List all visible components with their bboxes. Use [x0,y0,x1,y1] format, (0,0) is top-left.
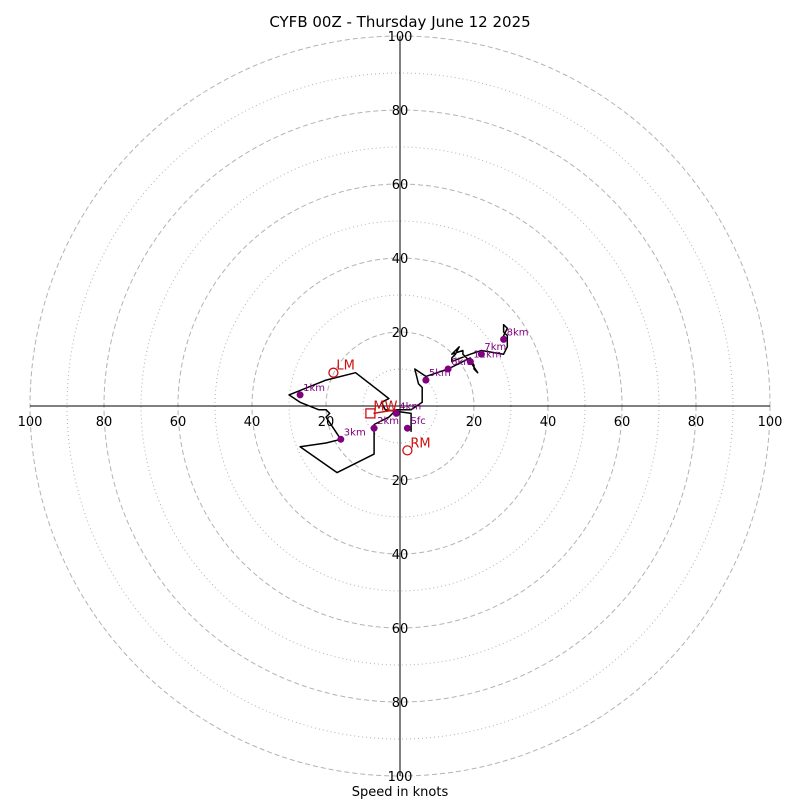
height-label: 11km [473,350,501,361]
height-marker-11km [466,358,474,366]
x-tick-label: 100 [758,415,783,430]
x-tick-label: 40 [540,415,557,430]
x-tick-label: 60 [170,415,187,430]
x-tick-label: 20 [466,415,483,430]
x-tick-label: 100 [18,415,43,430]
height-label: 5km [429,368,451,379]
hodograph-trace [288,323,509,474]
storm-motion-rm-marker [402,445,413,456]
height-label: 3km [344,427,366,438]
height-marker-1km [296,391,304,399]
x-axis-label: Speed in knots [352,785,449,800]
height-label: 7km [484,342,506,353]
height-marker-7km [477,350,485,358]
height-label: 1km [303,383,325,394]
x-tick-label: 80 [688,415,705,430]
storm-motion-mw-marker [365,408,376,419]
chart-title: CYFB 00Z - Thursday June 12 2025 [269,13,530,31]
height-marker-sfc [403,424,411,432]
y-tick-label: 20 [392,326,409,341]
y-tick-label: 100 [388,770,413,785]
x-tick-label: 80 [96,415,113,430]
height-marker-3km [337,435,345,443]
height-marker-8km [500,335,508,343]
height-marker-4km [392,409,400,417]
height-label: 2km [377,416,399,427]
y-tick-label: 40 [392,548,409,563]
storm-motion-lm-marker [328,367,339,378]
y-tick-label: 20 [392,474,409,489]
height-marker-6km [444,365,452,373]
y-tick-label: 80 [392,696,409,711]
hodograph-trace-group [288,323,509,474]
height-label: 4km [399,401,421,412]
x-tick-label: 40 [244,415,261,430]
y-tick-label: 60 [392,178,409,193]
height-marker-5km [422,376,430,384]
height-label: 8km [507,327,529,338]
x-tick-label: 20 [318,415,335,430]
x-tick-label: 60 [614,415,631,430]
y-tick-label: 80 [392,104,409,119]
mean-wind-arrow [373,408,397,415]
y-tick-label: 60 [392,622,409,637]
axis-tick-labels: 20 20 20 20 40 40 40 40 60 60 60 60 80 80 80 80 100 100 10… [18,30,783,785]
storm-motion-markers: LM RM MW [328,359,431,456]
height-label: 6km [451,357,473,368]
height-marker-2km [370,424,378,432]
height-label: Sfc [410,416,425,427]
storm-motion-label: MW [373,399,397,414]
storm-motion-label: LM [336,359,354,374]
y-tick-label: 100 [388,30,413,45]
y-tick-label: 40 [392,252,409,267]
storm-motion-label: RM [410,436,430,451]
axes [30,36,770,776]
